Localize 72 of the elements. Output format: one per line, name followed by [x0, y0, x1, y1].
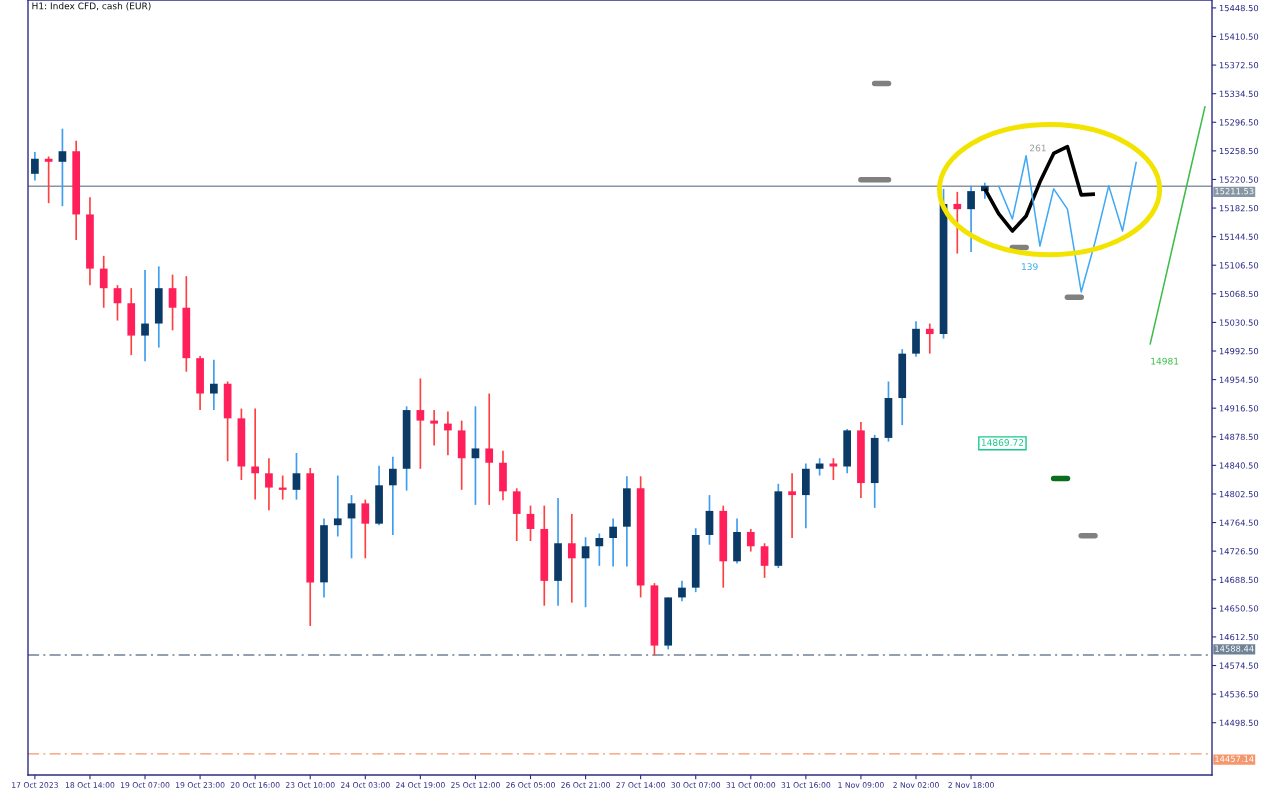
y-tick-label: 14764.50 [1219, 519, 1259, 526]
annotation: 139 [1022, 263, 1038, 270]
ref-line-label: 15211.53 [1215, 188, 1254, 195]
y-tick-label: 14612.50 [1219, 633, 1259, 641]
y-tick-label: 14802.50 [1219, 490, 1259, 498]
y-tick-label: 15372.50 [1219, 62, 1259, 69]
candlestick [347, 494, 356, 560]
candlestick [265, 457, 273, 511]
y-tick-label: 15258.50 [1219, 147, 1259, 155]
y-tick-label: 15296.50 [1219, 119, 1259, 126]
annotation: 14981 [1151, 357, 1179, 365]
chart-title: H1: Index CFD, cash (EUR) [32, 2, 151, 11]
line-series [1149, 105, 1206, 346]
ref-line-label: 14588.44 [1215, 645, 1254, 652]
y-tick-label: 15106.50 [1219, 262, 1259, 269]
candlestick [595, 532, 604, 567]
y-tick-label: 14536.50 [1219, 691, 1259, 698]
candlestick [141, 269, 149, 363]
candlestick [292, 452, 301, 501]
annotation: 14869.72 [981, 439, 1024, 446]
candlestick [44, 155, 53, 204]
candlestick [925, 322, 934, 355]
candlestick [746, 528, 755, 553]
candlestick [512, 487, 521, 542]
candlestick [430, 409, 438, 447]
candlestick [581, 536, 590, 609]
candlestick [967, 185, 975, 253]
line-series [997, 154, 1138, 293]
candlestick [953, 191, 962, 255]
y-tick-label: 14688.50 [1219, 576, 1259, 584]
candlestick [361, 498, 370, 560]
y-tick-label: 14840.50 [1219, 462, 1259, 469]
candlestick [567, 513, 576, 604]
candlestick [444, 410, 452, 457]
y-tick-label: 15182.50 [1219, 205, 1259, 212]
annotation: 261 [1030, 144, 1046, 152]
line-series [983, 144, 1097, 233]
candlestick [251, 407, 260, 501]
y-tick-label: 14574.50 [1219, 662, 1259, 669]
y-tick-label: 14650.50 [1219, 605, 1259, 612]
candlestick [678, 580, 686, 603]
y-tick-label: 14878.50 [1219, 433, 1259, 441]
y-tick-label: 15448.50 [1219, 4, 1259, 12]
y-tick-label: 15144.50 [1219, 233, 1259, 240]
y-tick-label: 15030.50 [1219, 319, 1259, 326]
candlestick [58, 127, 67, 208]
y-tick-label: 15068.50 [1219, 290, 1259, 298]
candlestick [388, 455, 397, 536]
y-tick-label: 15220.50 [1219, 176, 1259, 183]
candlestick [210, 358, 218, 411]
ref-line-label: 14457.14 [1215, 755, 1254, 762]
candlestick [471, 405, 480, 506]
candlestick [31, 151, 39, 182]
candlestick [113, 284, 122, 322]
y-tick-label: 14726.50 [1219, 548, 1259, 555]
candlestick [333, 474, 342, 538]
candlestick [760, 542, 769, 579]
candlestick [416, 377, 425, 470]
y-tick-label: 14498.50 [1219, 719, 1259, 726]
y-tick-label: 14916.50 [1219, 405, 1259, 412]
candlestick [609, 517, 617, 568]
candlestick [278, 474, 287, 501]
candlestick [788, 472, 796, 539]
y-tick-label: 14992.50 [1219, 347, 1259, 355]
candlestick [99, 254, 108, 309]
candlestick [168, 273, 177, 332]
y-tick-label: 15410.50 [1219, 33, 1259, 40]
candlestick [829, 457, 838, 481]
candlestick [485, 392, 494, 506]
candlestick [526, 504, 535, 542]
y-tick-label: 14954.50 [1219, 376, 1259, 383]
y-tick-label: 15334.50 [1219, 90, 1259, 97]
